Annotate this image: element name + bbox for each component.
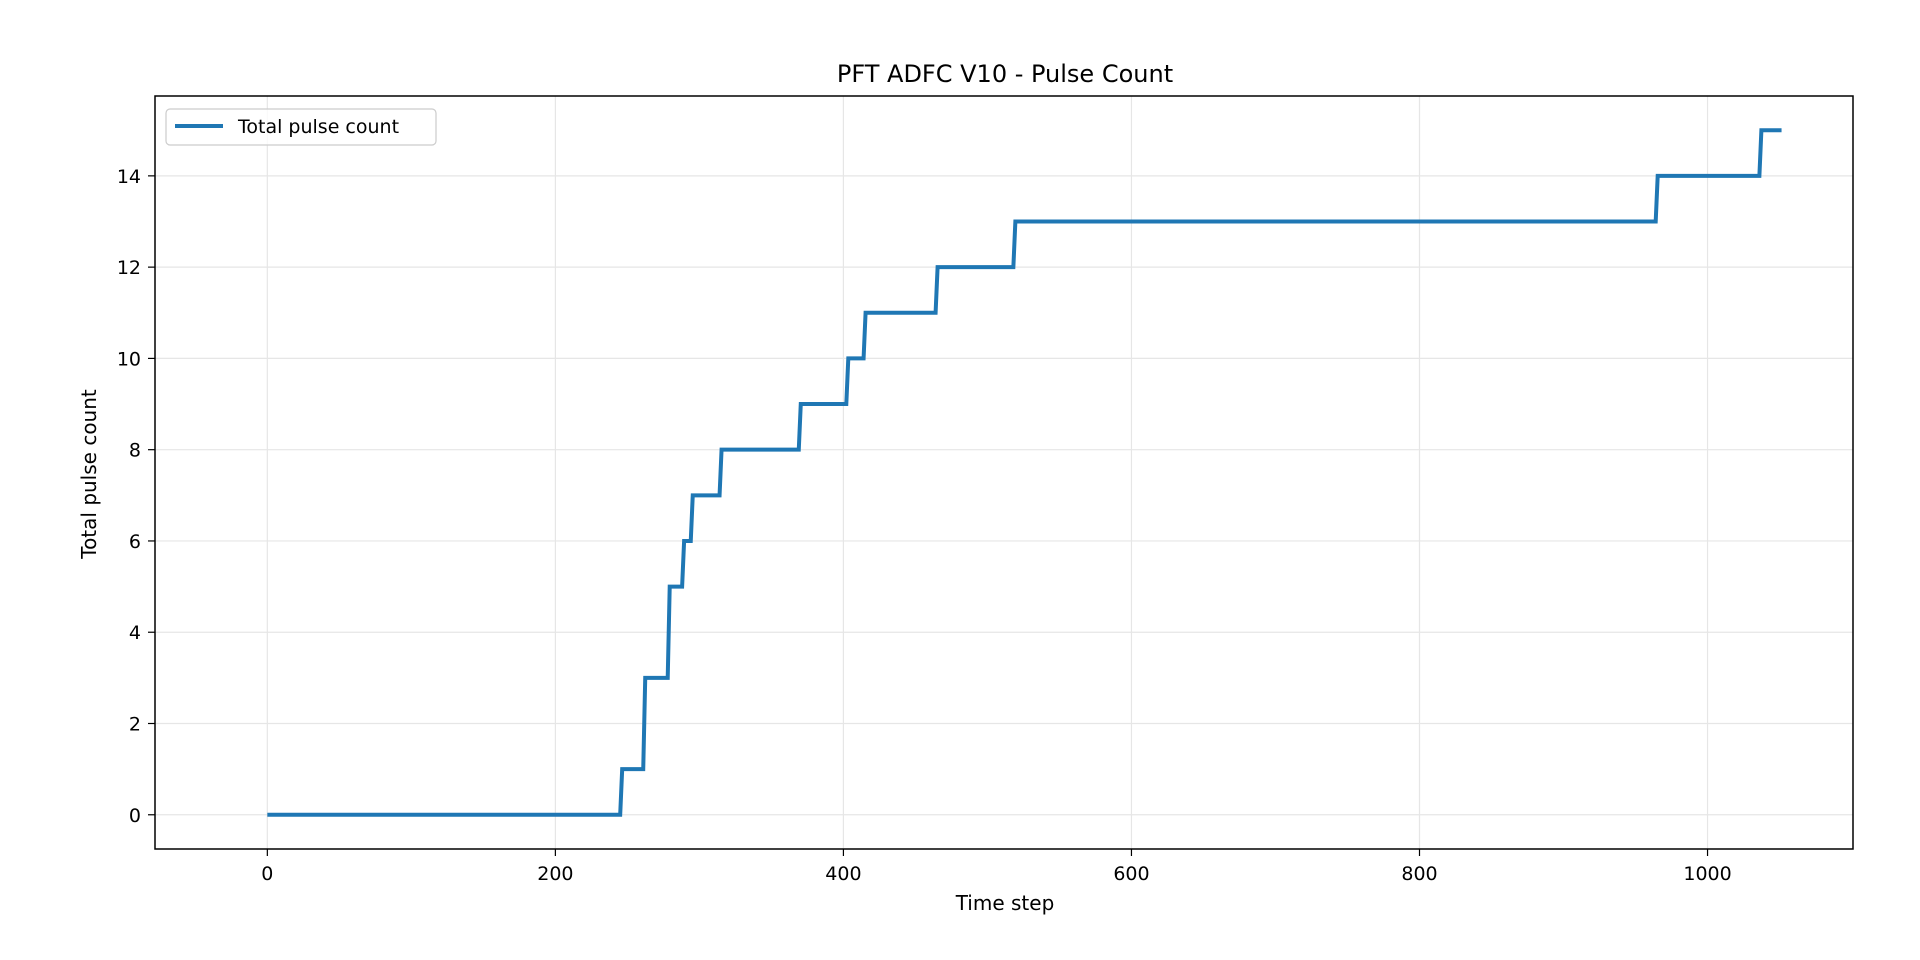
y-tick-label: 6 <box>129 531 141 553</box>
y-axis-label: Total pulse count <box>77 389 101 560</box>
axis-ticks: 0 200 400 600 800 1000 0 2 4 6 8 10 12 14 <box>117 166 1732 885</box>
y-tick-label: 12 <box>117 257 141 279</box>
x-tick-label: 800 <box>1401 863 1437 885</box>
y-tick-label: 14 <box>117 166 141 188</box>
x-tick-label: 200 <box>537 863 573 885</box>
series-layer <box>267 128 1782 817</box>
legend-label: Total pulse count <box>237 116 399 138</box>
x-tick-label: 400 <box>825 863 861 885</box>
y-tick-label: 0 <box>129 805 141 827</box>
y-tick-label: 10 <box>117 348 141 370</box>
plot-frame <box>154 95 1854 850</box>
legend-box <box>165 108 437 146</box>
grid <box>155 96 1853 849</box>
x-tick-label: 1000 <box>1683 863 1731 885</box>
series-line-0 <box>267 128 1782 817</box>
x-tick-label: 600 <box>1113 863 1149 885</box>
legend: Total pulse count <box>165 108 437 146</box>
chart-title: PFT ADFC V10 - Pulse Count <box>837 60 1173 88</box>
y-tick-label: 2 <box>129 714 141 736</box>
y-tick-label: 8 <box>129 440 141 462</box>
x-axis-label: Time step <box>955 891 1055 915</box>
x-tick-label: 0 <box>261 863 273 885</box>
y-tick-label: 4 <box>129 622 141 644</box>
